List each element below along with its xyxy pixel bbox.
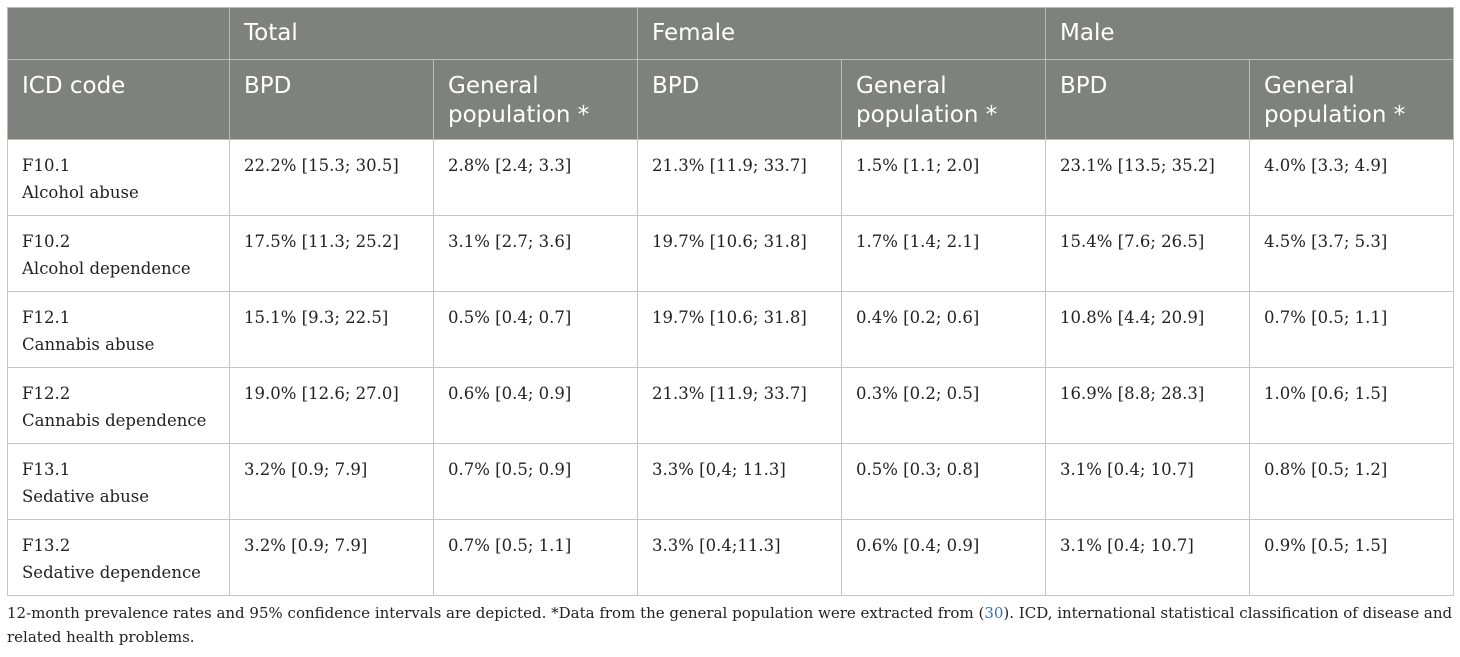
- table-row: F12.2 Cannabis dependence 19.0% [12.6; 27…: [7, 367, 1455, 444]
- empty-corner-cell: [7, 7, 230, 60]
- value-cell: 0.8% [0.5; 1.2]: [1249, 443, 1455, 520]
- table-row: F13.2 Sedative dependence 3.2% [0.9; 7.9]…: [7, 519, 1455, 596]
- value-cell: 1.0% [0.6; 1.5]: [1249, 367, 1455, 444]
- value-cell: 23.1% [13.5; 35.2]: [1045, 139, 1251, 216]
- value-cell: 4.5% [3.7; 5.3]: [1249, 215, 1455, 292]
- column-header: General population *: [840, 59, 1047, 140]
- value-cell: 15.4% [7.6; 26.5]: [1045, 215, 1251, 292]
- value-cell: 19.0% [12.6; 27.0]: [229, 367, 434, 444]
- value-cell: 3.3% [0.4;11.3]: [637, 519, 842, 596]
- prevalence-table: Total Female Male ICD code BPD General p…: [7, 7, 1455, 596]
- icd-code: F12.2: [22, 384, 71, 403]
- value-cell: 15.1% [9.3; 22.5]: [229, 291, 434, 368]
- table-row: F10.2 Alcohol dependence 17.5% [11.3; 25.…: [7, 215, 1455, 292]
- table-footnote: 12-month prevalence rates and 95% confid…: [7, 601, 1453, 649]
- value-cell: 1.5% [1.1; 2.0]: [840, 139, 1047, 216]
- icd-description: Sedative dependence: [22, 563, 201, 582]
- icd-cell: F13.2 Sedative dependence: [7, 519, 230, 596]
- value-cell: 16.9% [8.8; 28.3]: [1045, 367, 1251, 444]
- value-cell: 4.0% [3.3; 4.9]: [1249, 139, 1455, 216]
- value-cell: 1.7% [1.4; 2.1]: [840, 215, 1047, 292]
- icd-code: F10.2: [22, 232, 71, 251]
- value-cell: 0.4% [0.2; 0.6]: [840, 291, 1047, 368]
- value-cell: 3.1% [0.4; 10.7]: [1045, 443, 1251, 520]
- footnote-text-after: ). ICD, international statistical classi…: [7, 604, 1453, 646]
- icd-description: Alcohol dependence: [22, 259, 191, 278]
- icd-code-header: ICD code: [7, 59, 230, 140]
- icd-code: F10.1: [22, 156, 71, 175]
- icd-code: F12.1: [22, 308, 71, 327]
- footnote-text-before: 12-month prevalence rates and 95% confid…: [7, 604, 985, 622]
- value-cell: 0.5% [0.4; 0.7]: [433, 291, 638, 368]
- value-cell: 21.3% [11.9; 33.7]: [637, 367, 842, 444]
- value-cell: 3.3% [0,4; 11.3]: [637, 443, 842, 520]
- group-header-male: Male: [1045, 7, 1455, 60]
- column-header: General population *: [433, 59, 638, 140]
- column-header: BPD: [637, 59, 842, 140]
- icd-description: Cannabis dependence: [22, 411, 207, 430]
- icd-description: Sedative abuse: [22, 487, 149, 506]
- group-header-row: Total Female Male: [7, 7, 1455, 60]
- icd-cell: F12.1 Cannabis abuse: [7, 291, 230, 368]
- column-header: General population *: [1249, 59, 1455, 140]
- icd-code: F13.1: [22, 460, 71, 479]
- icd-cell: F12.2 Cannabis dependence: [7, 367, 230, 444]
- icd-cell: F10.1 Alcohol abuse: [7, 139, 230, 216]
- table-row: F12.1 Cannabis abuse 15.1% [9.3; 22.5] 0.…: [7, 291, 1455, 368]
- table-row: F13.1 Sedative abuse 3.2% [0.9; 7.9] 0.7%…: [7, 443, 1455, 520]
- value-cell: 3.1% [0.4; 10.7]: [1045, 519, 1251, 596]
- value-cell: 19.7% [10.6; 31.8]: [637, 215, 842, 292]
- icd-description: Alcohol abuse: [22, 183, 139, 202]
- reference-link[interactable]: 30: [984, 604, 1004, 622]
- group-header-female: Female: [636, 7, 1047, 60]
- value-cell: 3.2% [0.9; 7.9]: [229, 443, 434, 520]
- column-header: BPD: [1045, 59, 1251, 140]
- value-cell: 0.3% [0.2; 0.5]: [840, 367, 1047, 444]
- value-cell: 19.7% [10.6; 31.8]: [637, 291, 842, 368]
- value-cell: 10.8% [4.4; 20.9]: [1045, 291, 1251, 368]
- value-cell: 0.9% [0.5; 1.5]: [1249, 519, 1455, 596]
- value-cell: 0.7% [0.5; 1.1]: [1249, 291, 1455, 368]
- icd-cell: F10.2 Alcohol dependence: [7, 215, 230, 292]
- value-cell: 0.6% [0.4; 0.9]: [840, 519, 1047, 596]
- group-header-total: Total: [229, 7, 638, 60]
- value-cell: 0.6% [0.4; 0.9]: [433, 367, 638, 444]
- value-cell: 2.8% [2.4; 3.3]: [433, 139, 638, 216]
- value-cell: 0.7% [0.5; 1.1]: [433, 519, 638, 596]
- value-cell: 3.1% [2.7; 3.6]: [433, 215, 638, 292]
- value-cell: 0.5% [0.3; 0.8]: [840, 443, 1047, 520]
- value-cell: 3.2% [0.9; 7.9]: [229, 519, 434, 596]
- table-row: F10.1 Alcohol abuse 22.2% [15.3; 30.5] 2.…: [7, 139, 1455, 216]
- icd-code: F13.2: [22, 536, 71, 555]
- value-cell: 17.5% [11.3; 25.2]: [229, 215, 434, 292]
- column-header: BPD: [229, 59, 434, 140]
- value-cell: 22.2% [15.3; 30.5]: [229, 139, 434, 216]
- icd-cell: F13.1 Sedative abuse: [7, 443, 230, 520]
- value-cell: 0.7% [0.5; 0.9]: [433, 443, 638, 520]
- prevalence-table-container: Total Female Male ICD code BPD General p…: [7, 7, 1455, 596]
- column-header-row: ICD code BPD General population * BPD Ge…: [7, 59, 1455, 140]
- icd-description: Cannabis abuse: [22, 335, 155, 354]
- value-cell: 21.3% [11.9; 33.7]: [637, 139, 842, 216]
